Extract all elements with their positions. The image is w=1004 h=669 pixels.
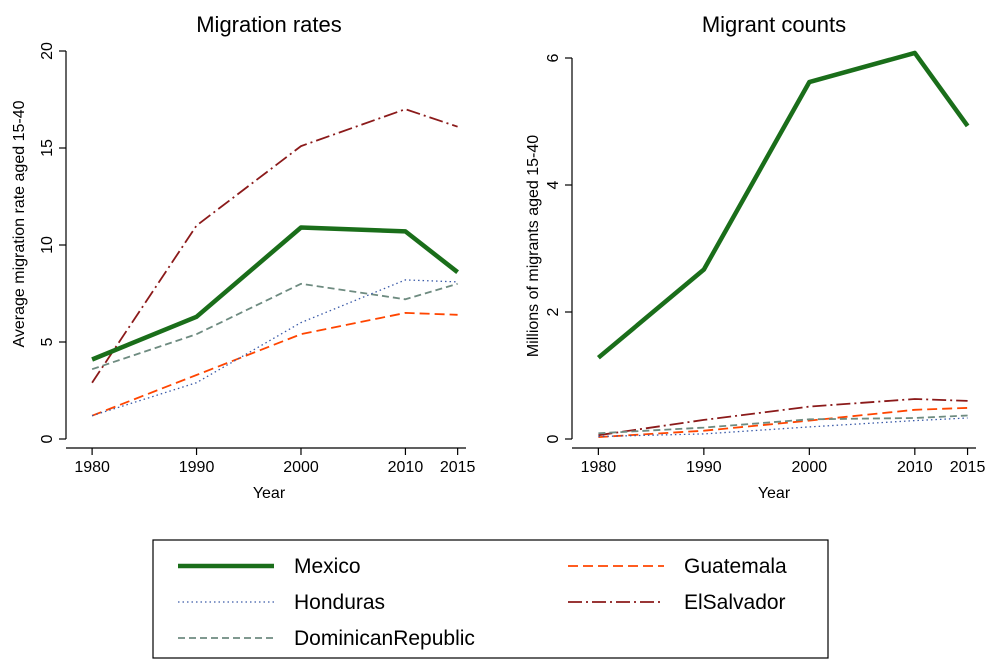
y-tick-label: 20 [39,42,56,60]
x-tick-label: 1980 [74,459,110,476]
series-lines [596,50,970,438]
legend-label-dominicanrepublic: DominicanRepublic [294,627,475,650]
axes: 1980 1990 2000 2010 2015 0 2 4 6 [545,53,985,476]
x-tick-label: 2000 [792,459,828,476]
x-tick-label: 2000 [283,459,319,476]
x-axis-label: Year [253,485,286,502]
series-line-mexico [91,225,459,362]
legend-label-honduras: Honduras [294,591,385,614]
x-tick-label: 1990 [179,459,215,476]
x-axis-label: Year [758,485,791,502]
y-tick-label: 4 [545,180,562,189]
x-tick-label: 2015 [440,459,476,476]
series-lines [91,108,459,417]
x-tick-label: 1990 [686,459,722,476]
y-tick-label: 0 [39,434,56,443]
series-line-mexico [596,50,970,360]
legend-box [152,539,829,659]
y-tick-label: 15 [39,139,56,157]
panel-title: Migrant counts [702,12,846,37]
panel-title: Migration rates [196,12,342,37]
legend-label-elsalvador: ElSalvador [684,591,786,614]
series-line-guatemala [598,407,968,438]
x-tick-label: 2010 [388,459,424,476]
series-line-guatemala [91,311,458,417]
y-tick-label: 5 [39,337,56,346]
panel-migration-rates: Migration rates Year Average migration r… [11,12,476,502]
series-line-elsalvador [598,398,968,437]
legend: Mexico Guatemala Honduras ElSalvador Dominic… [152,539,829,659]
series-line-honduras [91,279,458,417]
panel-migrant-counts: Migrant counts Year Millions of migrants… [525,12,985,502]
series-line-elsalvador [91,108,458,384]
series-line-dominicanrepublic [91,282,458,371]
y-tick-label: 2 [545,307,562,316]
legend-label-mexico: Mexico [294,555,361,578]
x-tick-label: 1980 [581,459,617,476]
legend-label-guatemala: Guatemala [684,555,787,578]
series-line-honduras [598,417,968,438]
x-tick-label: 2010 [897,459,933,476]
y-axis-label: Average migration rate aged 15-40 [11,100,28,347]
y-tick-label: 6 [545,53,562,62]
x-tick-label: 2015 [950,459,986,476]
y-tick-label: 0 [545,434,562,443]
y-tick-label: 10 [39,236,56,254]
axes: 1980 1990 2000 2010 2015 0 5 10 15 20 [39,42,476,476]
series-line-dominicanrepublic [598,414,968,435]
y-axis-label: Millions of migrants aged 15-40 [525,135,542,357]
